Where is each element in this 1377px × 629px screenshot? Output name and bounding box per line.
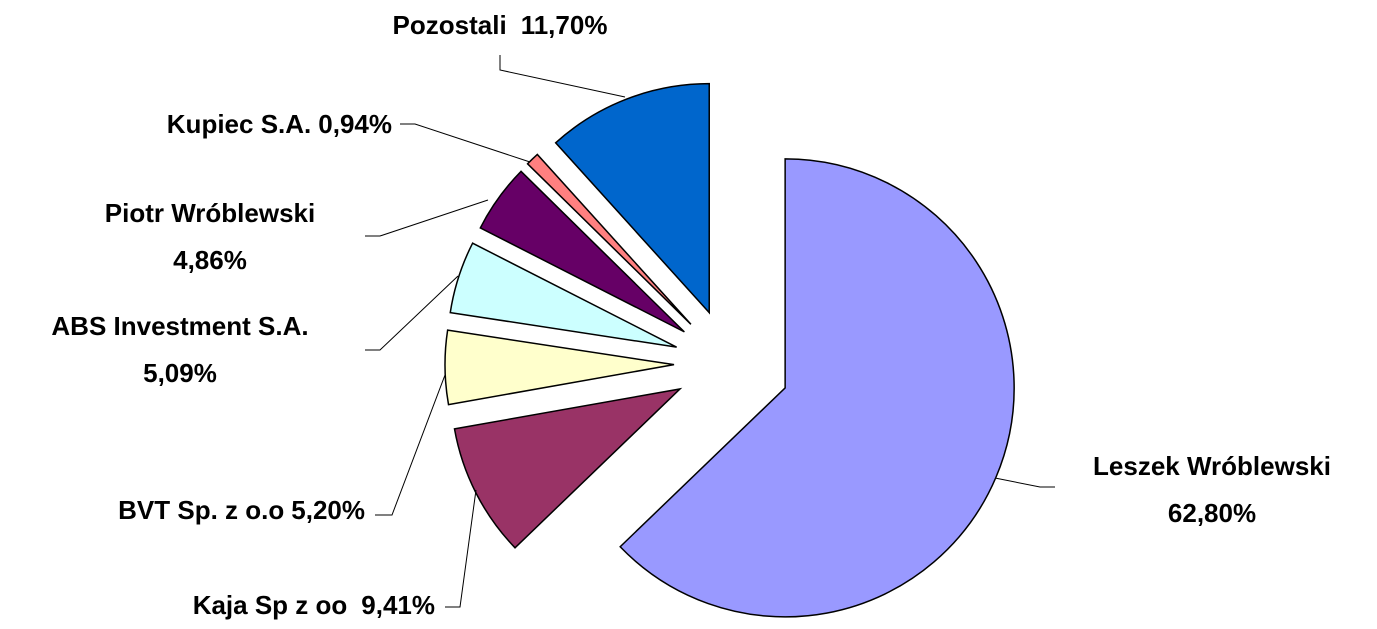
leader-line xyxy=(365,199,489,237)
category-label: ABS Investment S.A. xyxy=(51,311,308,341)
leader-line xyxy=(400,123,531,163)
leader-line xyxy=(365,275,459,351)
value-label: 4,86% xyxy=(173,245,247,275)
pie-slice xyxy=(526,153,692,325)
value-label: 62,80% xyxy=(1168,498,1256,528)
value-label: 9,41% xyxy=(361,590,435,620)
value-label: 5,20% xyxy=(291,495,365,525)
leader-line xyxy=(994,477,1055,488)
slice-label: BVT Sp. z o.o 5,20% xyxy=(118,495,365,525)
category-label: BVT Sp. z o.o xyxy=(118,495,284,525)
category-label: Piotr Wróblewski xyxy=(105,198,315,228)
pie-slice xyxy=(479,170,685,333)
leader-line xyxy=(499,55,626,98)
value-label: 0,94% xyxy=(318,109,392,139)
slice-label: Pozostali 11,70% xyxy=(393,10,608,40)
slice-label: Kaja Sp z oo 9,41% xyxy=(193,590,435,620)
leader-line xyxy=(375,374,446,516)
value-label: 5,09% xyxy=(143,358,217,388)
pie-slice xyxy=(619,158,1015,618)
value-label: 11,70% xyxy=(521,10,608,40)
pie-slice xyxy=(444,329,675,406)
category-label: Pozostali xyxy=(393,10,507,40)
category-label: Leszek Wróblewski xyxy=(1093,451,1331,481)
pie-slice xyxy=(449,242,677,348)
category-label: Kupiec S.A. xyxy=(167,109,311,139)
leader-line xyxy=(445,489,477,608)
category-label: Kaja Sp z oo xyxy=(193,590,348,620)
pie-slice xyxy=(554,82,710,315)
pie xyxy=(444,82,1015,618)
slice-label: Kupiec S.A. 0,94% xyxy=(167,109,392,139)
